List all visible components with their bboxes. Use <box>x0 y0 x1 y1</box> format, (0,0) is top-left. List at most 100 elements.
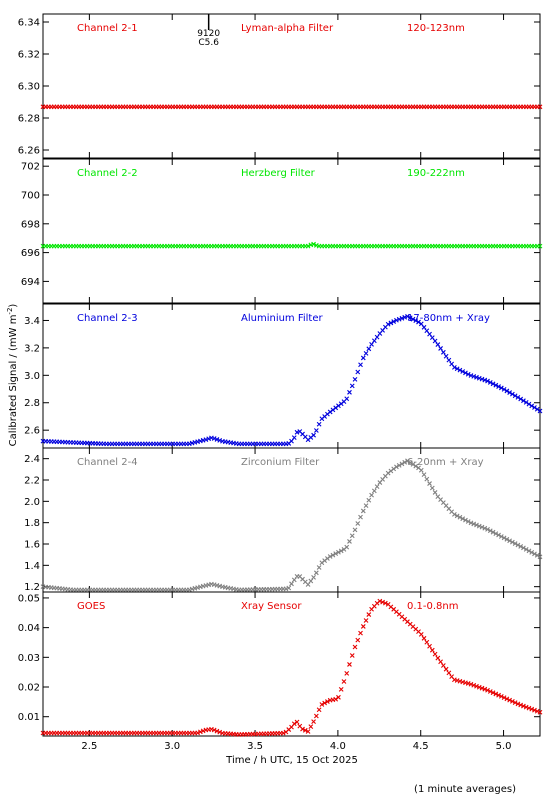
panel-4: 1.2 1.4 1.6 1.8 2.0 2.2 2.4 Channel 2-4 Zirconiu… <box>24 447 543 593</box>
panels-group: 6.26 6.28 6.30 6.32 6.34 Channel 2-1 Lyman-alp… <box>18 13 543 752</box>
y-tick-label: 3.2 <box>24 343 40 354</box>
data-point <box>537 243 543 249</box>
data-point <box>476 684 482 690</box>
data-point <box>382 600 388 606</box>
panel-2: 694 696 698 700 702 Channel 2-2 Herzberg Filte… <box>21 158 543 304</box>
data-point <box>526 548 532 554</box>
data-point <box>482 377 488 383</box>
data-point <box>344 396 350 402</box>
data-point <box>421 472 427 478</box>
data-point <box>421 635 427 641</box>
data-point <box>537 104 543 110</box>
band-label: 17-80nm + Xray <box>407 313 490 324</box>
data-point <box>283 586 289 592</box>
data-point <box>518 544 524 549</box>
data-point <box>438 659 443 665</box>
data-point <box>352 376 358 382</box>
data-point <box>510 698 515 704</box>
data-point <box>474 374 479 380</box>
data-point <box>396 462 402 468</box>
data-point <box>347 662 352 667</box>
data-point <box>485 526 490 532</box>
data-point <box>523 547 529 552</box>
y-tick-label: 0.03 <box>18 653 40 664</box>
filter-label: Lyman-alpha Filter <box>241 23 334 34</box>
data-point <box>512 700 518 705</box>
data-point <box>479 685 485 691</box>
data-point <box>291 435 297 441</box>
data-point <box>432 651 438 657</box>
data-point <box>352 644 358 650</box>
y-tick-label: 6.26 <box>18 146 40 157</box>
data-point <box>534 552 540 558</box>
filter-label: Aluminium Filter <box>241 313 324 324</box>
data-point <box>493 691 499 697</box>
band-label: 190-222nm <box>407 168 465 179</box>
data-point <box>363 618 369 623</box>
data-point <box>308 578 314 584</box>
data-point <box>498 385 504 391</box>
data-point <box>371 338 377 344</box>
data-point <box>440 663 446 668</box>
data-point <box>529 706 535 712</box>
data-point <box>529 549 535 555</box>
data-point <box>501 386 507 392</box>
series-points <box>40 458 543 593</box>
data-point <box>452 512 457 517</box>
data-point <box>374 484 380 490</box>
data-point <box>432 490 438 495</box>
data-point <box>305 243 311 249</box>
data-point <box>380 599 386 605</box>
y-tick-label: 696 <box>21 248 40 259</box>
data-point <box>366 346 372 352</box>
data-point <box>512 393 518 399</box>
data-point <box>363 350 369 356</box>
data-point <box>537 554 543 560</box>
data-point <box>360 355 366 361</box>
panel-frame <box>42 158 541 304</box>
data-point <box>413 318 419 324</box>
data-point <box>358 362 363 368</box>
data-point <box>474 522 479 528</box>
data-point <box>465 519 471 524</box>
data-point <box>471 521 477 527</box>
data-point <box>308 724 314 729</box>
data-point <box>341 679 347 684</box>
data-point <box>504 536 510 542</box>
panel-frame <box>42 303 541 449</box>
data-point <box>515 542 521 548</box>
data-point <box>526 401 532 407</box>
data-point <box>446 357 452 363</box>
data-point <box>396 316 402 322</box>
data-point <box>532 551 537 557</box>
data-point <box>394 464 399 470</box>
data-point <box>515 394 521 400</box>
data-point <box>454 513 460 519</box>
data-point <box>197 729 203 735</box>
data-point <box>479 524 485 530</box>
data-point <box>532 707 537 713</box>
filter-label: Zirconium Filter <box>241 457 320 468</box>
data-point <box>405 313 410 319</box>
data-point <box>429 647 435 653</box>
channel-label: Channel 2-3 <box>77 313 138 324</box>
data-point <box>214 728 220 734</box>
data-point <box>217 729 223 735</box>
data-point <box>300 726 305 732</box>
filter-label: Xray Sensor <box>241 601 302 612</box>
data-point <box>336 694 341 700</box>
y-tick-label: 1.4 <box>24 561 40 572</box>
data-point <box>394 317 399 323</box>
data-point <box>322 700 328 706</box>
data-point <box>313 428 319 433</box>
data-point <box>316 421 322 427</box>
data-point <box>474 683 479 689</box>
data-point <box>463 517 468 523</box>
data-point <box>518 396 524 402</box>
data-point <box>325 699 330 704</box>
x-tick-label: 5.0 <box>496 741 512 752</box>
data-point <box>534 406 540 412</box>
data-point <box>418 631 424 637</box>
data-point <box>363 503 369 508</box>
data-point <box>468 520 474 526</box>
